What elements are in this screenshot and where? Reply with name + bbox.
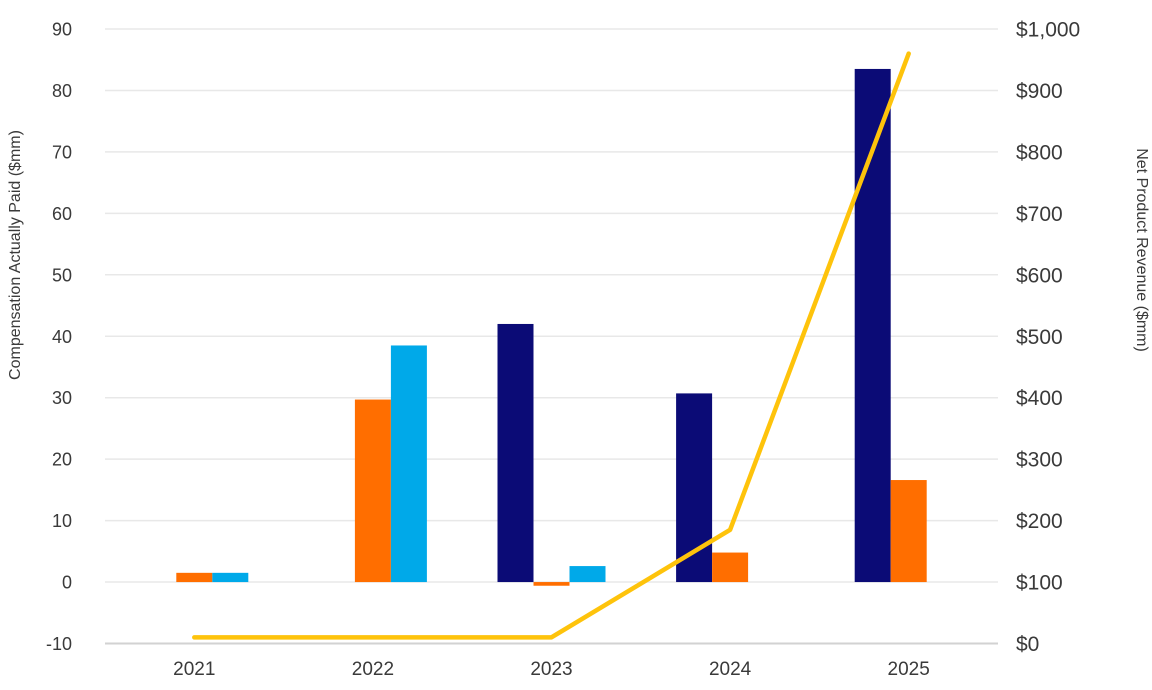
right-axis-tick-$100: $100 xyxy=(1016,572,1063,595)
bar-series-layer xyxy=(176,68,927,586)
left-axis-tick-50: 50 xyxy=(52,265,72,285)
bar-orange-bars-2024 xyxy=(712,552,749,583)
left-axis-tick-30: 30 xyxy=(52,388,72,408)
left-axis-tick-90: 90 xyxy=(52,20,72,40)
left-axis-tick-60: 60 xyxy=(52,204,72,224)
bar-orange-bars-2023 xyxy=(533,582,570,586)
right-axis-tick-$800: $800 xyxy=(1016,141,1063,164)
left-axis-tick-0: 0 xyxy=(62,573,72,593)
gridlines-layer xyxy=(105,28,998,645)
x-axis-label-2025: 2025 xyxy=(888,659,930,680)
right-axis-tick-$300: $300 xyxy=(1016,449,1063,472)
axis-labels-layer: -10 0 10 20 30 40 50 60 70 80 90 $0 $100 $200 $300 $400… xyxy=(46,19,1080,681)
x-axis-label-2024: 2024 xyxy=(709,659,752,680)
bar-blue-bars-2021 xyxy=(212,572,249,583)
right-axis-title: Net Product Revenue ($mm) xyxy=(1133,148,1150,352)
bar-navy-bars-2023 xyxy=(497,323,534,583)
bar-orange-bars-2022 xyxy=(354,399,391,583)
left-axis-tick--10: -10 xyxy=(46,634,72,654)
line-series-layer xyxy=(192,51,911,640)
bar-orange-bars-2025 xyxy=(890,480,927,583)
right-axis-tick-$0: $0 xyxy=(1016,633,1039,656)
bar-blue-bars-2022 xyxy=(390,345,427,583)
bar-orange-bars-2021 xyxy=(176,572,213,583)
left-axis-tick-10: 10 xyxy=(52,511,72,531)
left-axis-tick-20: 20 xyxy=(52,450,72,470)
x-axis-label-2022: 2022 xyxy=(352,659,394,680)
right-axis-tick-$500: $500 xyxy=(1016,326,1063,349)
left-axis-tick-40: 40 xyxy=(52,327,72,347)
left-axis-title: Compensation Actually Paid ($mm) xyxy=(7,130,24,380)
right-axis-tick-$900: $900 xyxy=(1016,80,1063,103)
bar-blue-bars-2023 xyxy=(569,566,606,583)
net-product-revenue-line xyxy=(192,51,911,640)
left-axis-tick-70: 70 xyxy=(52,142,72,162)
left-axis-tick-80: 80 xyxy=(52,81,72,101)
x-axis-label-2023: 2023 xyxy=(530,659,572,680)
x-axis-label-2021: 2021 xyxy=(173,659,215,680)
right-axis-tick-$600: $600 xyxy=(1016,264,1063,287)
right-axis-tick-$400: $400 xyxy=(1016,387,1063,410)
right-axis-tick-$700: $700 xyxy=(1016,203,1063,226)
right-axis-tick-$1,000: $1,000 xyxy=(1016,19,1080,42)
right-axis-tick-$200: $200 xyxy=(1016,510,1063,533)
